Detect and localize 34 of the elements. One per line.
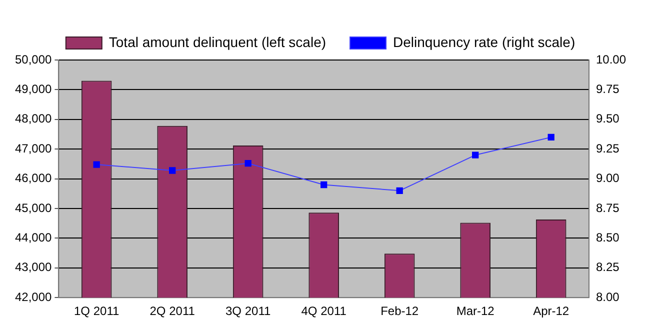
- point: [244, 160, 252, 167]
- x-tick-label: Apr-12: [533, 304, 570, 318]
- x-tick-label: 4Q 2011: [301, 304, 347, 318]
- y-tick-label: 43,000: [15, 260, 52, 274]
- y-tick-label: 44,000: [15, 230, 52, 245]
- y2-tick-label: 9.50: [596, 112, 620, 126]
- y2-tick-label: 8.00: [596, 290, 620, 304]
- x-tick-label: Mar-12: [456, 304, 495, 318]
- y2-tick-label: 9.25: [596, 141, 620, 156]
- y-tick-label: 47,000: [15, 141, 52, 156]
- y-tick-label: 50,000: [15, 52, 52, 66]
- legend-label: Total amount delinquent (left scale): [108, 34, 326, 50]
- y2-tick-label: 9.00: [596, 171, 620, 186]
- point: [472, 152, 479, 158]
- y-tick-label: 45,000: [15, 200, 52, 215]
- y-tick-label: 46,000: [15, 171, 52, 186]
- point: [396, 187, 403, 194]
- x-tick-label: 2Q 2011: [150, 304, 196, 318]
- point: [320, 181, 328, 188]
- y-tick-label: 49,000: [15, 82, 52, 96]
- x-tick-label: 3Q 2011: [226, 304, 271, 318]
- x-tick-label: 1Q 2011: [74, 304, 120, 318]
- y-tick-label: 42,000: [15, 290, 52, 304]
- point: [93, 161, 100, 168]
- y2-tick-label: 9.75: [596, 82, 620, 96]
- point: [548, 134, 554, 141]
- y2-tick-label: 8.25: [596, 260, 620, 274]
- y-tick-label: 48,000: [15, 112, 52, 126]
- point: [169, 167, 176, 174]
- y2-tick-label: 8.50: [596, 230, 620, 245]
- x-tick-label: Feb-12: [380, 304, 419, 318]
- y2-tick-label: 10.00: [596, 52, 626, 66]
- y2-tick-label: 8.75: [596, 200, 620, 215]
- legend-label: Delinquency rate (right scale): [393, 34, 576, 50]
